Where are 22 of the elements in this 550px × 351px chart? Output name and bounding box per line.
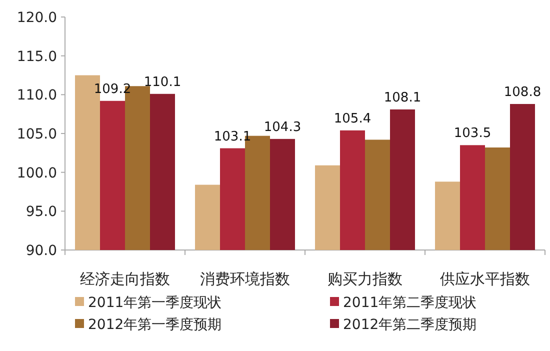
legend-label: 2012年第二季度预期 <box>343 317 477 333</box>
data-label: 103.1 <box>214 129 252 144</box>
y-tick-label: 95.0 <box>26 204 57 220</box>
y-tick-label: 110.0 <box>16 88 57 104</box>
data-label: 108.8 <box>504 84 542 100</box>
legend-label: 2012年第一季度预期 <box>88 317 222 333</box>
legend-label: 2011年第一季度现状 <box>88 295 222 311</box>
x-tick-label: 供应水平指数 <box>440 270 530 288</box>
data-label: 103.5 <box>454 126 492 142</box>
x-tick-label: 购买力指数 <box>328 270 402 288</box>
y-tick-label: 100.0 <box>16 165 57 182</box>
data-label: 108.1 <box>384 90 422 106</box>
data-label: 105.4 <box>334 111 372 126</box>
data-label: 104.3 <box>264 120 302 135</box>
x-tick-label: 经济走向指数 <box>80 270 170 288</box>
x-tick-label: 消费环境指数 <box>200 270 290 288</box>
y-tick-label: 90.0 <box>26 243 57 259</box>
legend-label: 2011年第二季度现状 <box>343 295 477 311</box>
y-tick-label: 115.0 <box>16 48 57 65</box>
data-label: 110.1 <box>144 74 182 90</box>
y-tick-label: 120.0 <box>16 10 57 26</box>
y-tick-label: 105.0 <box>16 126 57 142</box>
